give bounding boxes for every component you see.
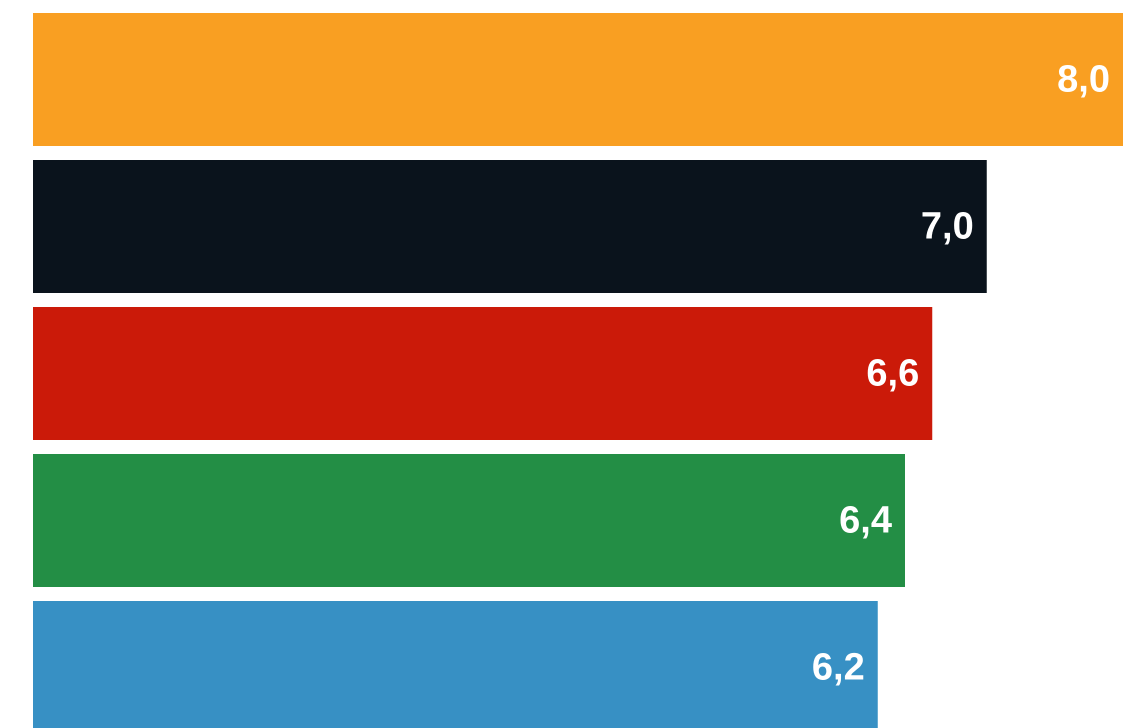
bar-5 <box>33 601 878 728</box>
value-labels-group: 8,0 7,0 6,6 6,4 6,2 <box>812 59 1110 689</box>
bar-value-label-3: 6,6 <box>866 353 919 395</box>
bar-3 <box>33 307 933 440</box>
bar-1 <box>33 13 1123 146</box>
bar-value-label-4: 6,4 <box>839 500 892 542</box>
bar-value-label-1: 8,0 <box>1057 59 1110 101</box>
bars-group <box>33 13 1123 728</box>
bar-4 <box>33 454 905 587</box>
bar-value-label-2: 7,0 <box>921 206 974 248</box>
bar-2 <box>33 160 987 293</box>
bar-value-label-5: 6,2 <box>812 647 865 689</box>
